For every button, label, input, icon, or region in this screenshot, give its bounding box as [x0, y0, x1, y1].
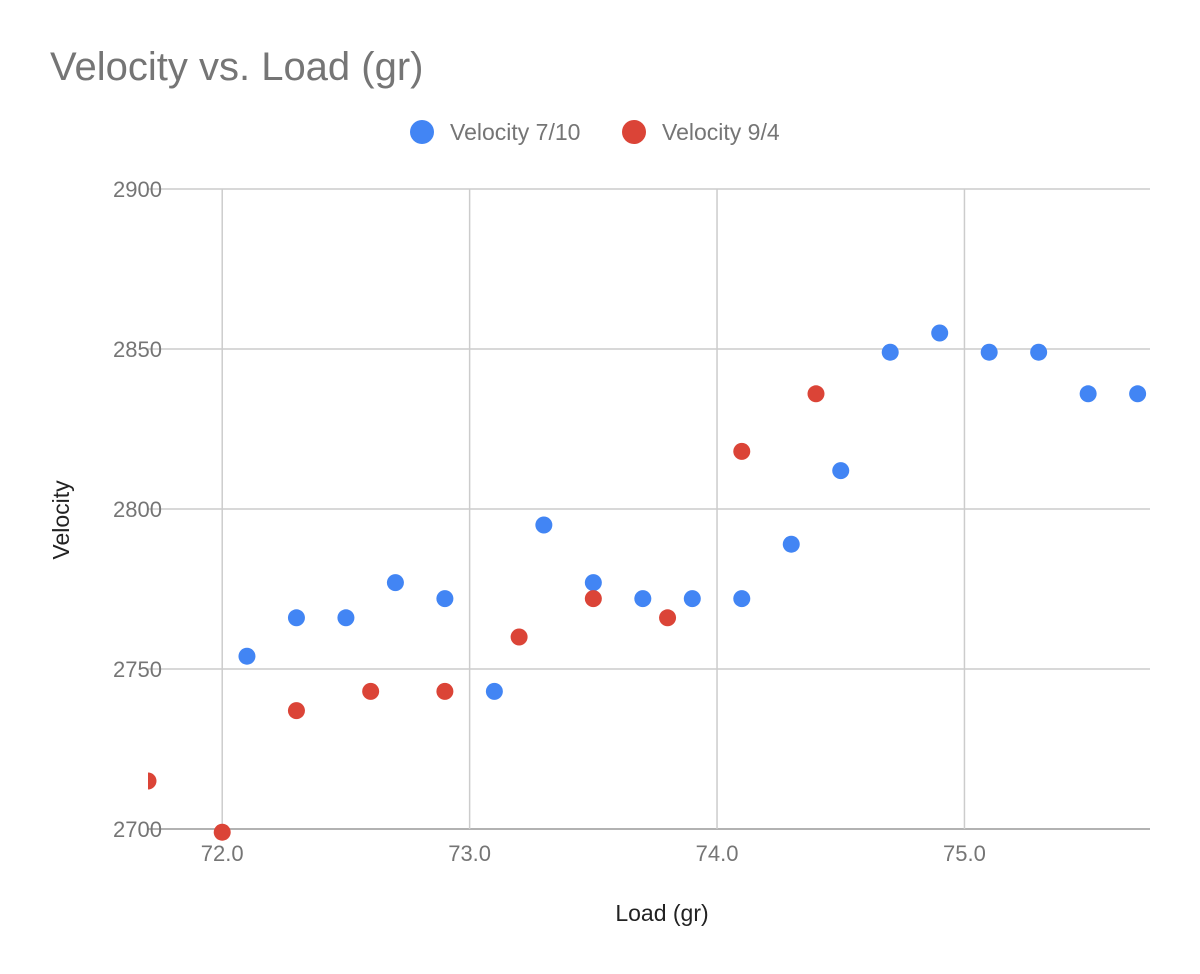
- data-point: [287, 702, 305, 720]
- legend: Velocity 7/10 Velocity 9/4: [410, 119, 780, 145]
- data-point: [683, 590, 701, 608]
- data-point: [634, 590, 652, 608]
- data-point: [386, 574, 404, 592]
- legend-item: Velocity 9/4: [622, 119, 780, 145]
- legend-label: Velocity 7/10: [450, 119, 580, 145]
- legend-marker: [410, 120, 434, 144]
- y-axis-title: Velocity: [48, 480, 74, 560]
- data-point: [436, 590, 454, 608]
- y-tick-label: 2750: [113, 657, 162, 682]
- x-axis-ticks: 72.0 73.0 74.0 75.0: [201, 841, 986, 866]
- series-1-points: [238, 324, 1147, 700]
- data-point: [584, 590, 602, 608]
- y-tick-label: 2850: [113, 337, 162, 362]
- data-point: [1129, 385, 1147, 403]
- legend-marker: [622, 120, 646, 144]
- x-tick-label: 72.0: [201, 841, 244, 866]
- x-tick-label: 75.0: [943, 841, 986, 866]
- data-point: [881, 343, 899, 361]
- x-tick-label: 74.0: [696, 841, 739, 866]
- chart-title: Velocity vs. Load (gr): [50, 45, 424, 89]
- data-point: [1030, 343, 1048, 361]
- y-tick-label: 2900: [113, 177, 162, 202]
- data-point: [733, 590, 751, 608]
- data-point: [436, 682, 454, 700]
- data-point: [337, 609, 355, 627]
- data-point: [238, 647, 256, 665]
- x-tick-label: 73.0: [448, 841, 491, 866]
- y-tick-label: 2800: [113, 497, 162, 522]
- y-tick-label: 2700: [113, 817, 162, 842]
- data-point: [485, 682, 503, 700]
- grid-lines: [148, 188, 1150, 830]
- legend-label: Velocity 9/4: [662, 119, 780, 145]
- legend-item: Velocity 7/10: [410, 119, 580, 145]
- data-point: [213, 823, 231, 841]
- data-point: [832, 462, 850, 480]
- data-point: [1079, 385, 1097, 403]
- data-point: [362, 682, 380, 700]
- data-point: [931, 324, 949, 342]
- x-axis-title: Load (gr): [615, 900, 708, 926]
- data-point: [980, 343, 998, 361]
- data-point: [659, 609, 677, 627]
- data-point: [733, 442, 751, 460]
- data-points: [148, 324, 1147, 841]
- data-point: [782, 535, 800, 553]
- data-point: [584, 574, 602, 592]
- y-axis-ticks: 2700 2750 2800 2850 2900: [113, 177, 162, 842]
- data-point: [510, 628, 528, 646]
- data-point: [535, 516, 553, 534]
- data-point: [287, 609, 305, 627]
- series-2-points: [148, 385, 825, 841]
- data-point: [807, 385, 825, 403]
- data-point: [148, 772, 157, 790]
